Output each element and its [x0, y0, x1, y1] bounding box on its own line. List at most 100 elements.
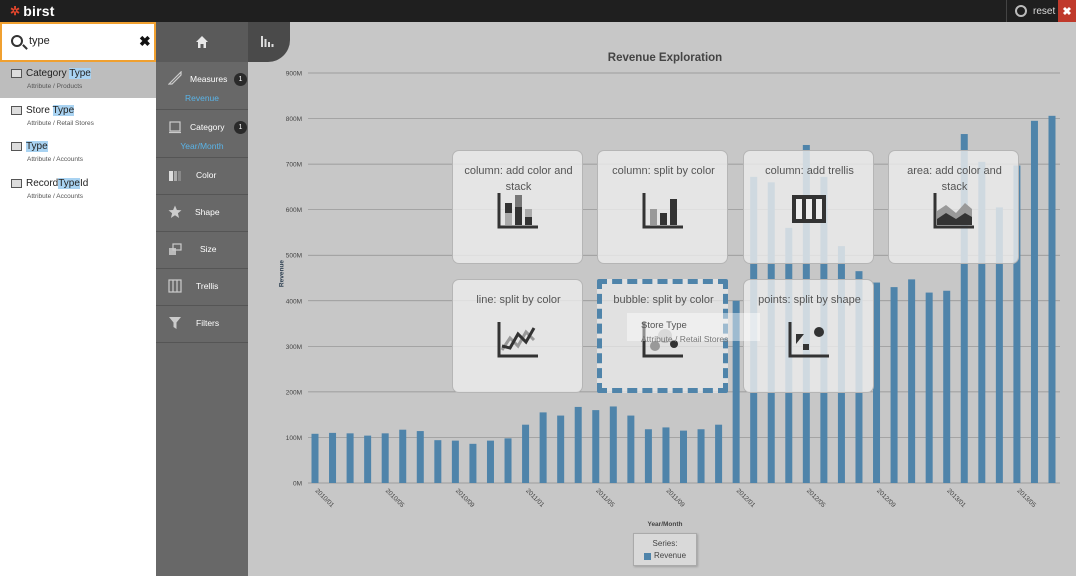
title-prefix: Record — [26, 177, 59, 189]
attribute-icon — [11, 105, 22, 115]
suggestion-area-add-color-stack[interactable]: area: add color and stack — [888, 150, 1019, 264]
y-tick-label: 900M — [286, 71, 302, 78]
y-tick-label: 300M — [286, 344, 302, 351]
reset-button[interactable]: reset — [1006, 0, 1058, 22]
bar-revenue — [1030, 120, 1038, 484]
search-result-item[interactable]: Category Type Attribute / Products — [0, 62, 156, 98]
birst-logo-icon: ✲ — [10, 4, 21, 18]
card-label: column: add trellis — [765, 165, 854, 177]
clear-search-icon[interactable]: ✖ — [139, 33, 151, 49]
bar-chart-icon — [261, 36, 274, 47]
search-result-title: Category Type — [26, 68, 91, 79]
bar-revenue — [434, 440, 442, 483]
trellis-icon — [168, 279, 182, 293]
shelf-measures[interactable]: Measures 1 Revenue — [156, 62, 248, 110]
search-result-subtitle: Attribute / Retail Stores — [27, 119, 94, 127]
size-label: Size — [200, 244, 217, 254]
funnel-icon — [169, 317, 181, 329]
bar-revenue — [890, 287, 898, 483]
filters-label: Filters — [196, 318, 220, 328]
category-value[interactable]: Year/Month — [180, 141, 224, 151]
measures-label: Measures — [190, 74, 228, 84]
chart-title: Revenue Exploration — [607, 52, 723, 64]
y-tick-label: 700M — [286, 162, 302, 169]
bar-revenue — [469, 443, 477, 483]
suggestion-points-split-shape[interactable]: points: split by shape — [743, 279, 874, 393]
ruler-icon — [168, 71, 182, 85]
search-box: ✖ — [0, 22, 156, 62]
bar-revenue — [715, 424, 723, 483]
card-label: line: split by color — [476, 294, 561, 306]
search-result-title: RecordTypeId — [26, 177, 89, 189]
legend-label-revenue: Revenue — [654, 551, 687, 560]
birst-logo[interactable]: ✲ birst — [10, 3, 55, 19]
shelf-color[interactable]: Color — [156, 158, 248, 195]
bar-revenue — [1013, 165, 1021, 483]
suggestion-column-add-trellis[interactable]: column: add trellis — [743, 150, 874, 264]
bar-revenue — [732, 300, 740, 483]
search-icon — [11, 35, 23, 47]
suggestion-column-split-color[interactable]: column: split by color — [597, 150, 728, 264]
bar-revenue — [451, 440, 459, 483]
title-suffix: Id — [79, 177, 89, 189]
title-prefix: Category — [26, 68, 70, 79]
trellis-icon — [792, 195, 826, 223]
shelf-trellis[interactable]: Trellis — [156, 269, 248, 306]
stacked-area-icon — [933, 193, 974, 229]
stacked-column-icon — [497, 193, 538, 229]
search-result-subtitle: Attribute / Products — [27, 83, 83, 90]
shelf-size[interactable]: Size — [156, 232, 248, 269]
close-button[interactable]: ✖ — [1058, 0, 1076, 22]
bar-revenue — [346, 433, 354, 483]
attribute-icon — [11, 178, 22, 188]
suggestion-column-add-color-stack[interactable]: column: add color and stack — [452, 150, 583, 264]
bar-revenue — [399, 429, 407, 483]
card-label: area: add color and stack — [907, 165, 1002, 193]
x-axis-label: Year/Month — [647, 521, 683, 528]
x-tick-label: 2013/01 — [945, 487, 967, 509]
title-prefix: Store — [26, 104, 53, 116]
split-column-icon — [642, 193, 683, 229]
title-highlight: Type — [58, 177, 80, 189]
y-tick-label: 100M — [286, 435, 302, 442]
star-icon — [168, 205, 182, 218]
suggestion-line-split-color[interactable]: line: split by color — [452, 279, 583, 393]
card-label: column: add color and stack — [464, 165, 573, 193]
bar-revenue — [697, 429, 705, 483]
x-tick-label: 2013/05 — [1015, 487, 1037, 509]
card-label: column: split by color — [612, 165, 715, 177]
suggestion-bubble-split-color[interactable]: bubble: split by color — [597, 279, 728, 393]
y-tick-label: 500M — [286, 253, 302, 260]
y-tick-label: 800M — [286, 116, 302, 123]
shelf-category[interactable]: Category 1 Year/Month — [156, 110, 248, 158]
x-tick-label: 2011/01 — [524, 487, 545, 508]
home-button[interactable] — [156, 22, 248, 62]
search-result-item[interactable]: Type Attribute / Accounts — [0, 135, 156, 171]
x-tick-label: 2011/05 — [594, 487, 615, 508]
shape-label: Shape — [195, 207, 220, 217]
search-result-title: Store Type — [26, 104, 75, 116]
bubble-icon — [642, 322, 683, 358]
y-axis-label: Revenue — [278, 259, 286, 288]
bar-revenue — [592, 410, 600, 483]
shelf-filters[interactable]: Filters — [156, 306, 248, 343]
card-label: points: split by shape — [758, 294, 861, 306]
size-icon — [169, 243, 182, 255]
bar-revenue — [574, 406, 582, 483]
measures-value[interactable]: Revenue — [184, 93, 220, 103]
logo-text: birst — [23, 3, 55, 19]
bar-revenue — [908, 279, 916, 483]
bar-revenue — [644, 429, 652, 483]
search-panel: ✖ Category Type Attribute / Products Store… — [0, 22, 156, 576]
trellis-label: Trellis — [196, 281, 219, 291]
shelf-shape[interactable]: Shape — [156, 195, 248, 232]
bar-revenue — [539, 412, 547, 483]
x-tick-label: 2011/09 — [665, 487, 686, 508]
search-result-item[interactable]: Store Type Attribute / Retail Stores — [0, 99, 156, 135]
visualization-tab[interactable] — [248, 22, 290, 62]
bar-revenue — [680, 430, 687, 483]
bar-revenue — [978, 161, 986, 483]
search-result-item[interactable]: RecordTypeId Attribute / Accounts — [0, 172, 156, 208]
search-input[interactable] — [29, 35, 129, 47]
search-result-subtitle: Attribute / Accounts — [27, 192, 84, 200]
